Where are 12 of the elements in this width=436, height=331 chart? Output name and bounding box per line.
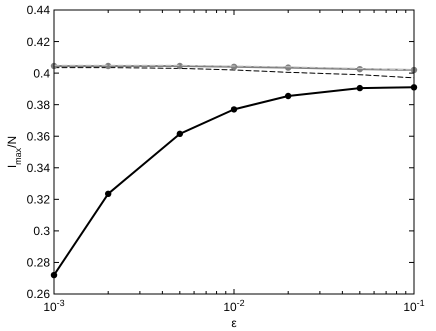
y-tick-label: 0.32 [26, 192, 50, 207]
y-tick-label: 0.3 [33, 224, 50, 238]
y-tick-label: 0.36 [26, 129, 50, 144]
y-tick-label: 0.44 [26, 3, 50, 18]
y-tick-label: 0.28 [26, 256, 50, 270]
y-tick-label: 0.42 [26, 34, 50, 49]
x-tick-label: 10$^{-2}$ [223, 298, 245, 314]
x-tick-label: 10$^{-1}$ [403, 298, 425, 314]
y-tick-label: 0.38 [26, 98, 50, 112]
y-tick-label: 0.4 [33, 66, 50, 80]
x-axis-title: ε [231, 316, 238, 330]
y-tick-label: 0.34 [26, 160, 50, 175]
